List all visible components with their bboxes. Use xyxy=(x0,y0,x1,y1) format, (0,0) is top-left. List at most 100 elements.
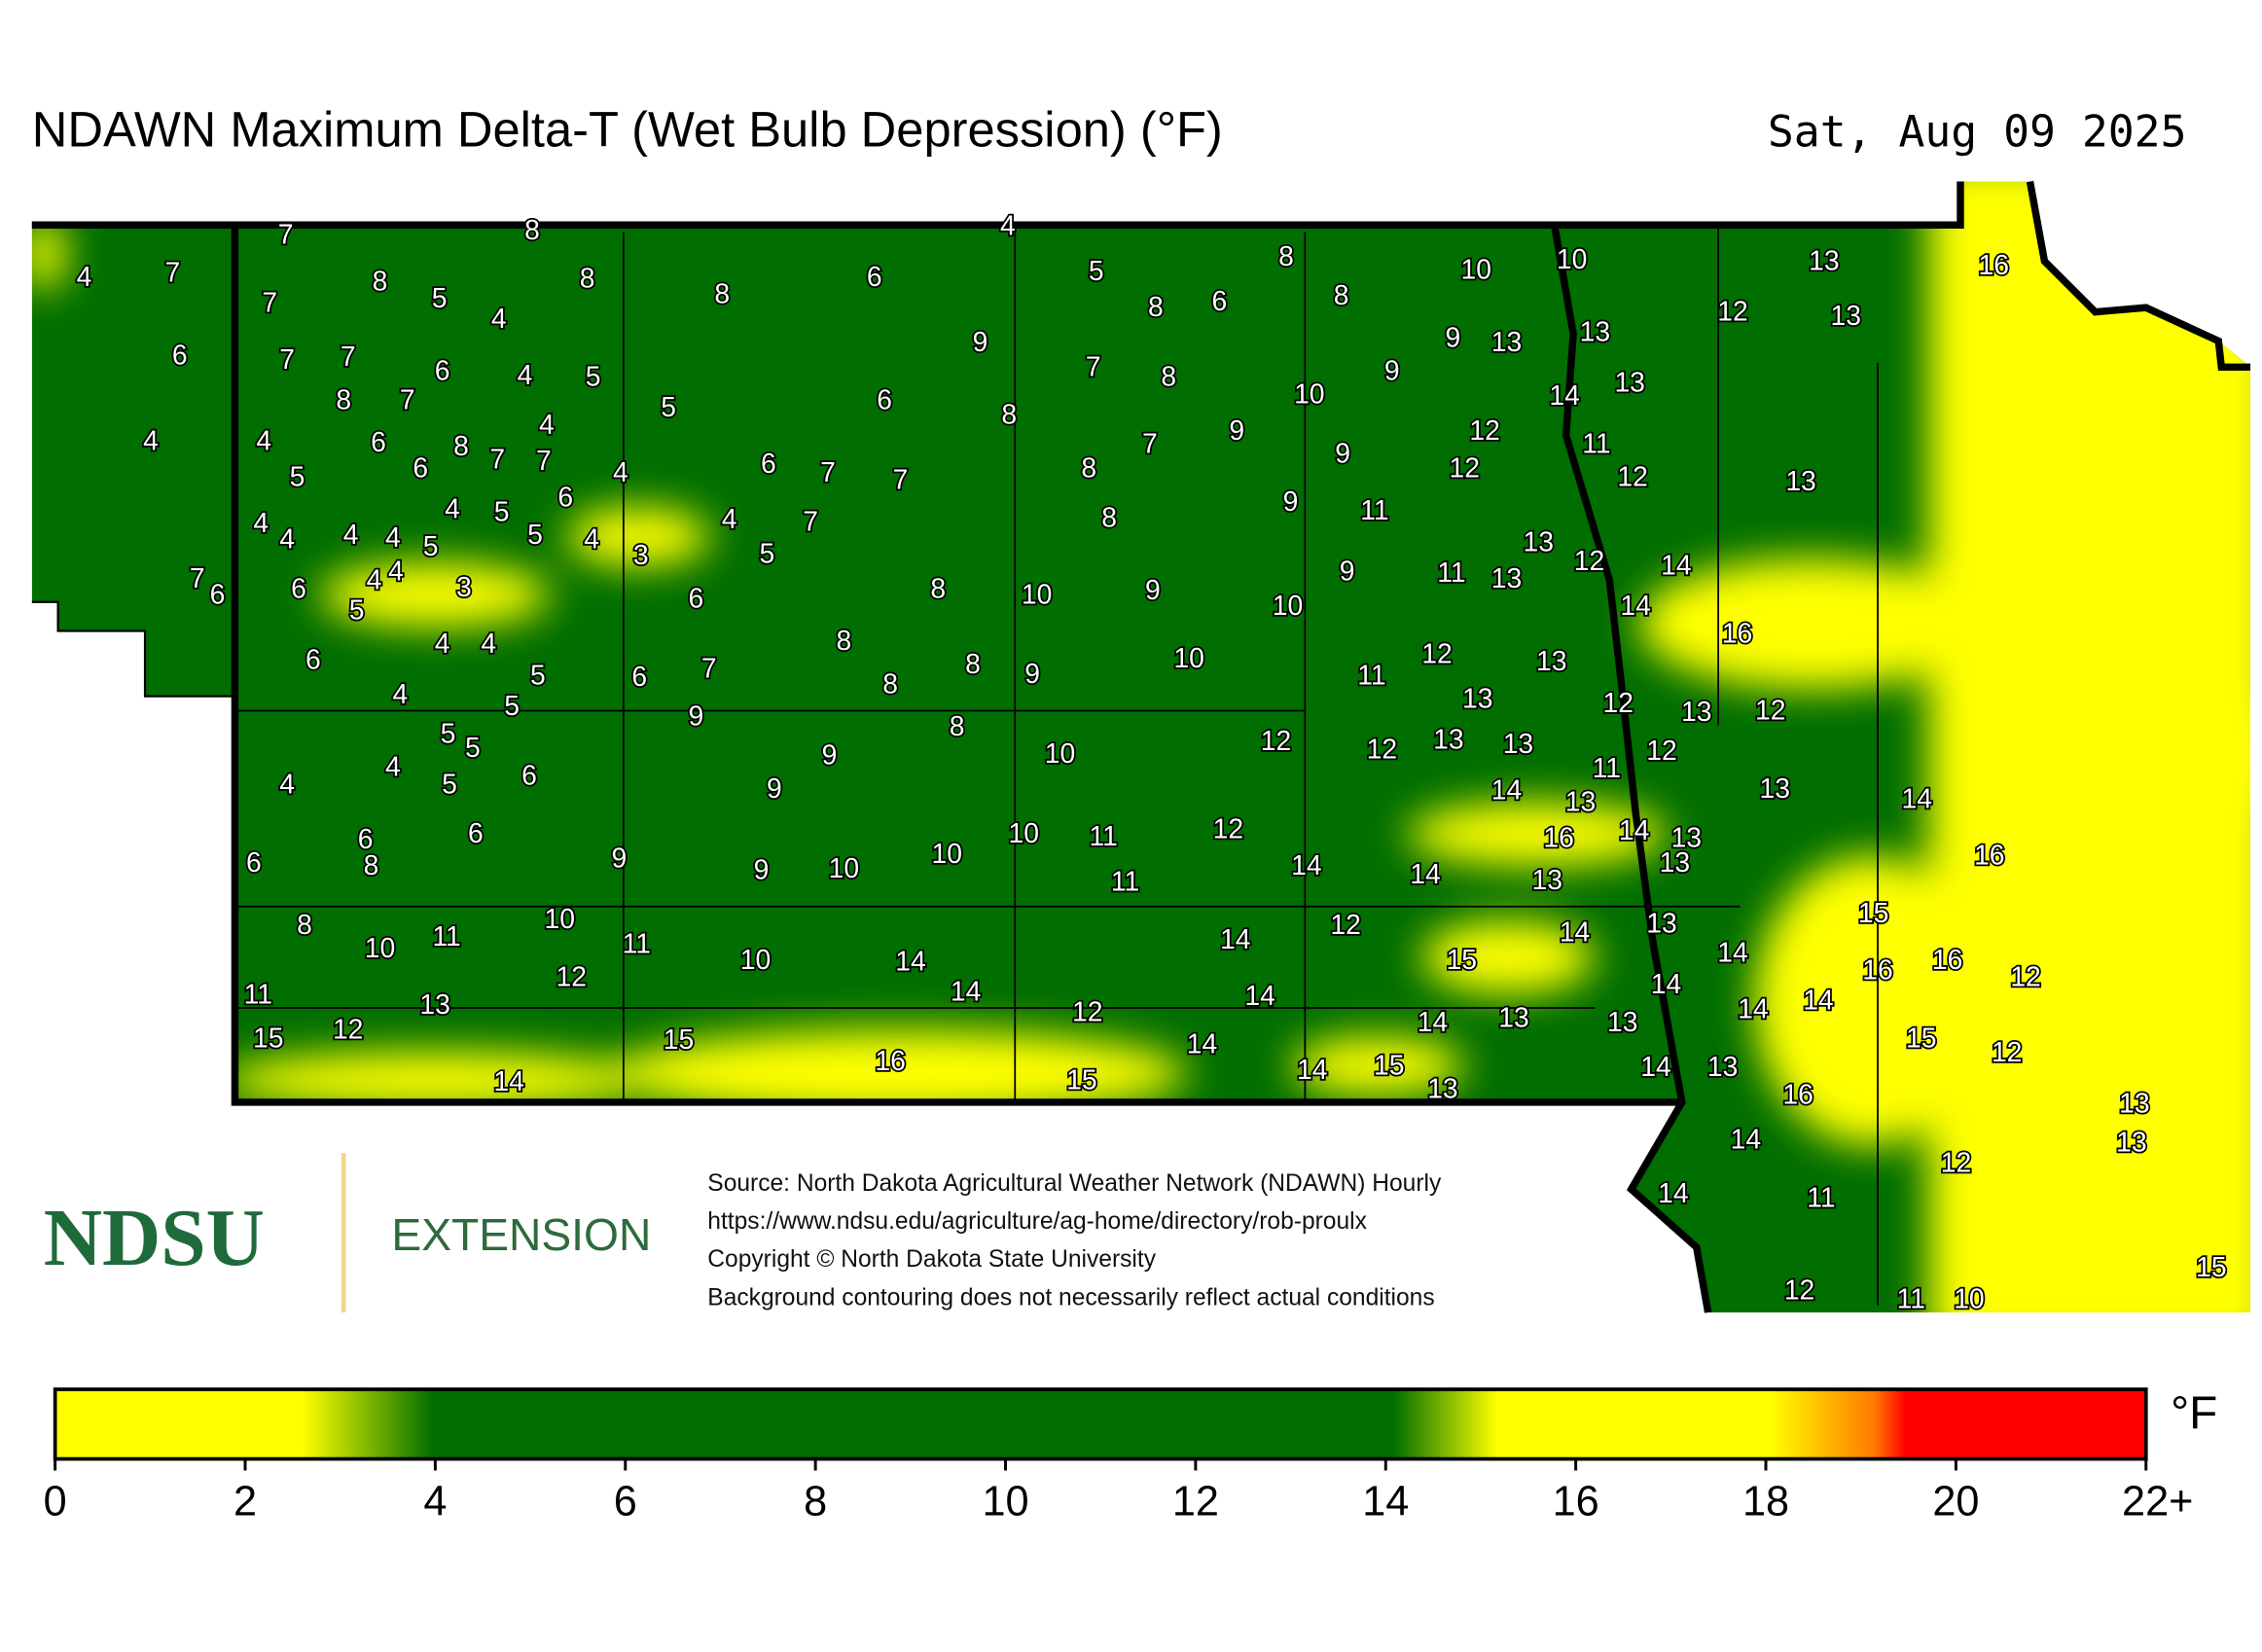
station-value: 11 xyxy=(432,920,460,952)
source-line: Background contouring does not necessari… xyxy=(707,1284,1434,1311)
station-value: 16 xyxy=(875,1045,905,1076)
station-value: 9 xyxy=(754,853,770,884)
station-value: 16 xyxy=(1932,944,1962,975)
station-value: 14 xyxy=(1410,858,1440,889)
station-value: 13 xyxy=(1433,723,1463,754)
station-value: 10 xyxy=(1460,253,1490,284)
station-value: 12 xyxy=(1330,909,1360,940)
station-value: 6 xyxy=(867,261,882,292)
station-value: 8 xyxy=(950,710,965,741)
station-value: 12 xyxy=(1421,637,1452,668)
station-value: 9 xyxy=(1335,438,1350,469)
station-value: 12 xyxy=(1941,1146,1971,1177)
station-value: 10 xyxy=(1008,817,1038,848)
station-value: 9 xyxy=(1283,485,1299,517)
station-value: 11 xyxy=(1357,660,1385,691)
station-value: 11 xyxy=(1089,820,1117,851)
station-value: 4 xyxy=(1000,210,1016,241)
station-value: 6 xyxy=(246,846,262,878)
station-value: 7 xyxy=(1142,427,1158,458)
station-value: 15 xyxy=(1447,944,1477,975)
station-value: 3 xyxy=(456,571,472,602)
station-value: 14 xyxy=(1640,1051,1670,1082)
station-value: 14 xyxy=(1187,1027,1217,1059)
station-value: 16 xyxy=(1543,822,1573,853)
station-value: 7 xyxy=(803,506,818,537)
station-value: 13 xyxy=(1660,846,1690,878)
station-value: 15 xyxy=(1858,897,1888,928)
station-value: 11 xyxy=(623,927,651,958)
station-value: 14 xyxy=(1291,849,1321,880)
station-value: 6 xyxy=(557,481,573,512)
station-value: 13 xyxy=(1614,367,1644,398)
station-value: 13 xyxy=(1531,864,1562,895)
station-value: 10 xyxy=(1045,737,1075,769)
source: Source: North Dakota Agricultural Weathe… xyxy=(707,1170,1442,1311)
ndsu: NDSU xyxy=(44,1194,265,1283)
station-value: 7 xyxy=(164,256,180,287)
station-value: 9 xyxy=(1229,414,1244,446)
station-value: 12 xyxy=(1603,687,1634,718)
tick-label: 22+ xyxy=(2122,1479,2193,1526)
station-value: 4 xyxy=(367,563,382,594)
station-value: 8 xyxy=(882,668,898,700)
station-value: 13 xyxy=(1759,772,1789,804)
station-value: 14 xyxy=(1297,1054,1327,1085)
station-value: 6 xyxy=(468,817,484,848)
station-value: 5 xyxy=(441,717,456,748)
station-value: 11 xyxy=(1360,494,1388,525)
station-value: 16 xyxy=(1722,617,1752,648)
tick-label: 0 xyxy=(44,1479,67,1526)
station-value: 4 xyxy=(143,424,159,455)
station-value: 14 xyxy=(1620,590,1650,621)
station-value: 5 xyxy=(504,690,520,721)
station-value: 8 xyxy=(580,262,595,293)
station-value: 16 xyxy=(1974,840,2004,871)
station-value: 7 xyxy=(701,652,717,683)
station-value: 11 xyxy=(1437,557,1465,588)
station-value: 5 xyxy=(432,282,448,313)
station-value: 8 xyxy=(714,278,730,309)
station-value: 14 xyxy=(493,1065,523,1096)
station-value: 11 xyxy=(1897,1283,1925,1314)
station-value: 7 xyxy=(262,287,277,318)
station-value: 13 xyxy=(1707,1051,1738,1082)
station-value: 6 xyxy=(631,661,647,692)
station-value: 14 xyxy=(1220,923,1250,954)
station-value: 13 xyxy=(1498,1001,1528,1032)
tick-label: 10 xyxy=(982,1479,1028,1526)
station-value: 7 xyxy=(190,562,205,593)
station-value: 13 xyxy=(1491,562,1522,593)
station-value: 9 xyxy=(822,739,838,771)
station-value: 13 xyxy=(1785,465,1815,496)
station-value: 10 xyxy=(931,838,961,869)
station-value: 4 xyxy=(253,507,269,538)
station-value: 10 xyxy=(1173,642,1203,673)
station-value: 15 xyxy=(1906,1022,1936,1053)
station-value: 16 xyxy=(1862,953,1892,985)
station-value: 9 xyxy=(1445,321,1460,352)
station-value: 4 xyxy=(613,456,628,487)
station-value: 12 xyxy=(1469,414,1499,446)
station-value: 4 xyxy=(584,523,599,555)
station-value: 15 xyxy=(2196,1251,2226,1282)
station-value: 5 xyxy=(1089,255,1104,286)
station-value: 15 xyxy=(253,1022,283,1053)
station-value: 5 xyxy=(661,391,676,422)
station-value: 15 xyxy=(664,1024,694,1055)
station-value: 8 xyxy=(1001,398,1017,429)
station-value: 14 xyxy=(1549,379,1579,411)
station-value: 8 xyxy=(1148,291,1164,322)
station-value: 14 xyxy=(951,976,981,1007)
station-value: 11 xyxy=(244,979,272,1010)
station-value: 5 xyxy=(586,361,601,392)
station-value: 8 xyxy=(837,625,852,656)
station-value: 6 xyxy=(210,578,226,609)
station-value: 12 xyxy=(333,1013,363,1044)
station-value: 8 xyxy=(373,265,388,296)
station-value: 12 xyxy=(1717,296,1747,327)
station-value: 14 xyxy=(1661,549,1691,580)
station-value: 13 xyxy=(1491,326,1522,357)
station-value: 8 xyxy=(524,214,540,245)
